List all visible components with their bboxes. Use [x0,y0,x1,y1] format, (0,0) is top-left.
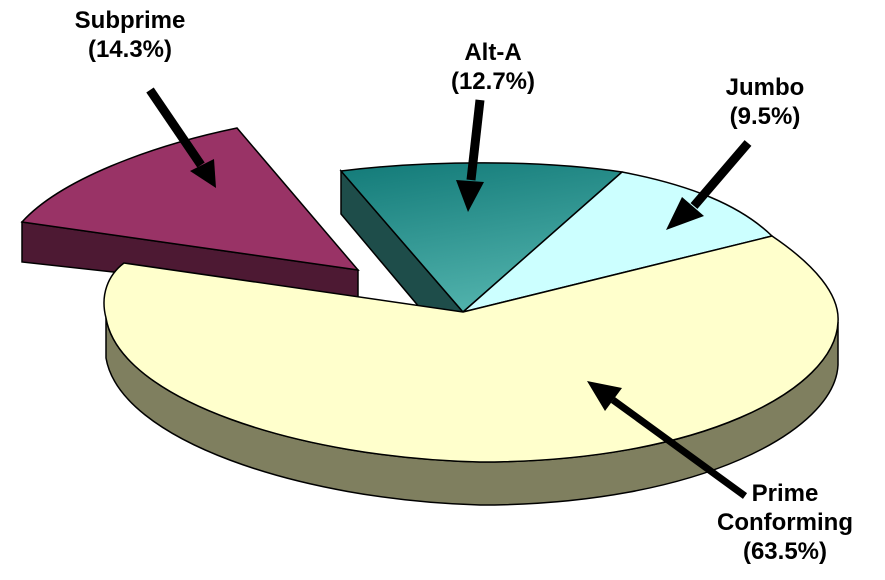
arrow-subprime [146,87,216,188]
label-alt-a: Alt-A (12.7%) [418,38,568,96]
arrow-jumbo [666,140,752,230]
label-alt-a-pct: (12.7%) [450,68,536,95]
label-jumbo-pct: (9.5%) [729,103,801,130]
label-subprime-pct: (14.3%) [87,36,173,63]
label-prime-conforming: Prime Conforming (63.5%) [690,479,880,566]
label-prime-conforming-pct: (63.5%) [742,538,828,565]
slice-prime-conforming-top [103,235,839,463]
label-jumbo: Jumbo (9.5%) [690,73,840,131]
label-prime-conforming-name-1: Prime [751,480,819,507]
slice-subprime-top [20,127,360,272]
slice-prime-conforming [103,235,839,506]
label-arrows [146,87,752,499]
slice-subprime [20,127,360,300]
slice-alt-a-top [339,162,624,314]
label-jumbo-name: Jumbo [725,74,805,101]
arrow-alt-a [456,99,485,212]
label-subprime: Subprime (14.3%) [55,6,205,64]
arrow-prime-conforming [587,381,748,499]
label-prime-conforming-name-2: Conforming [717,509,853,536]
label-alt-a-name: Alt-A [464,39,522,66]
label-subprime-name: Subprime [74,7,186,34]
